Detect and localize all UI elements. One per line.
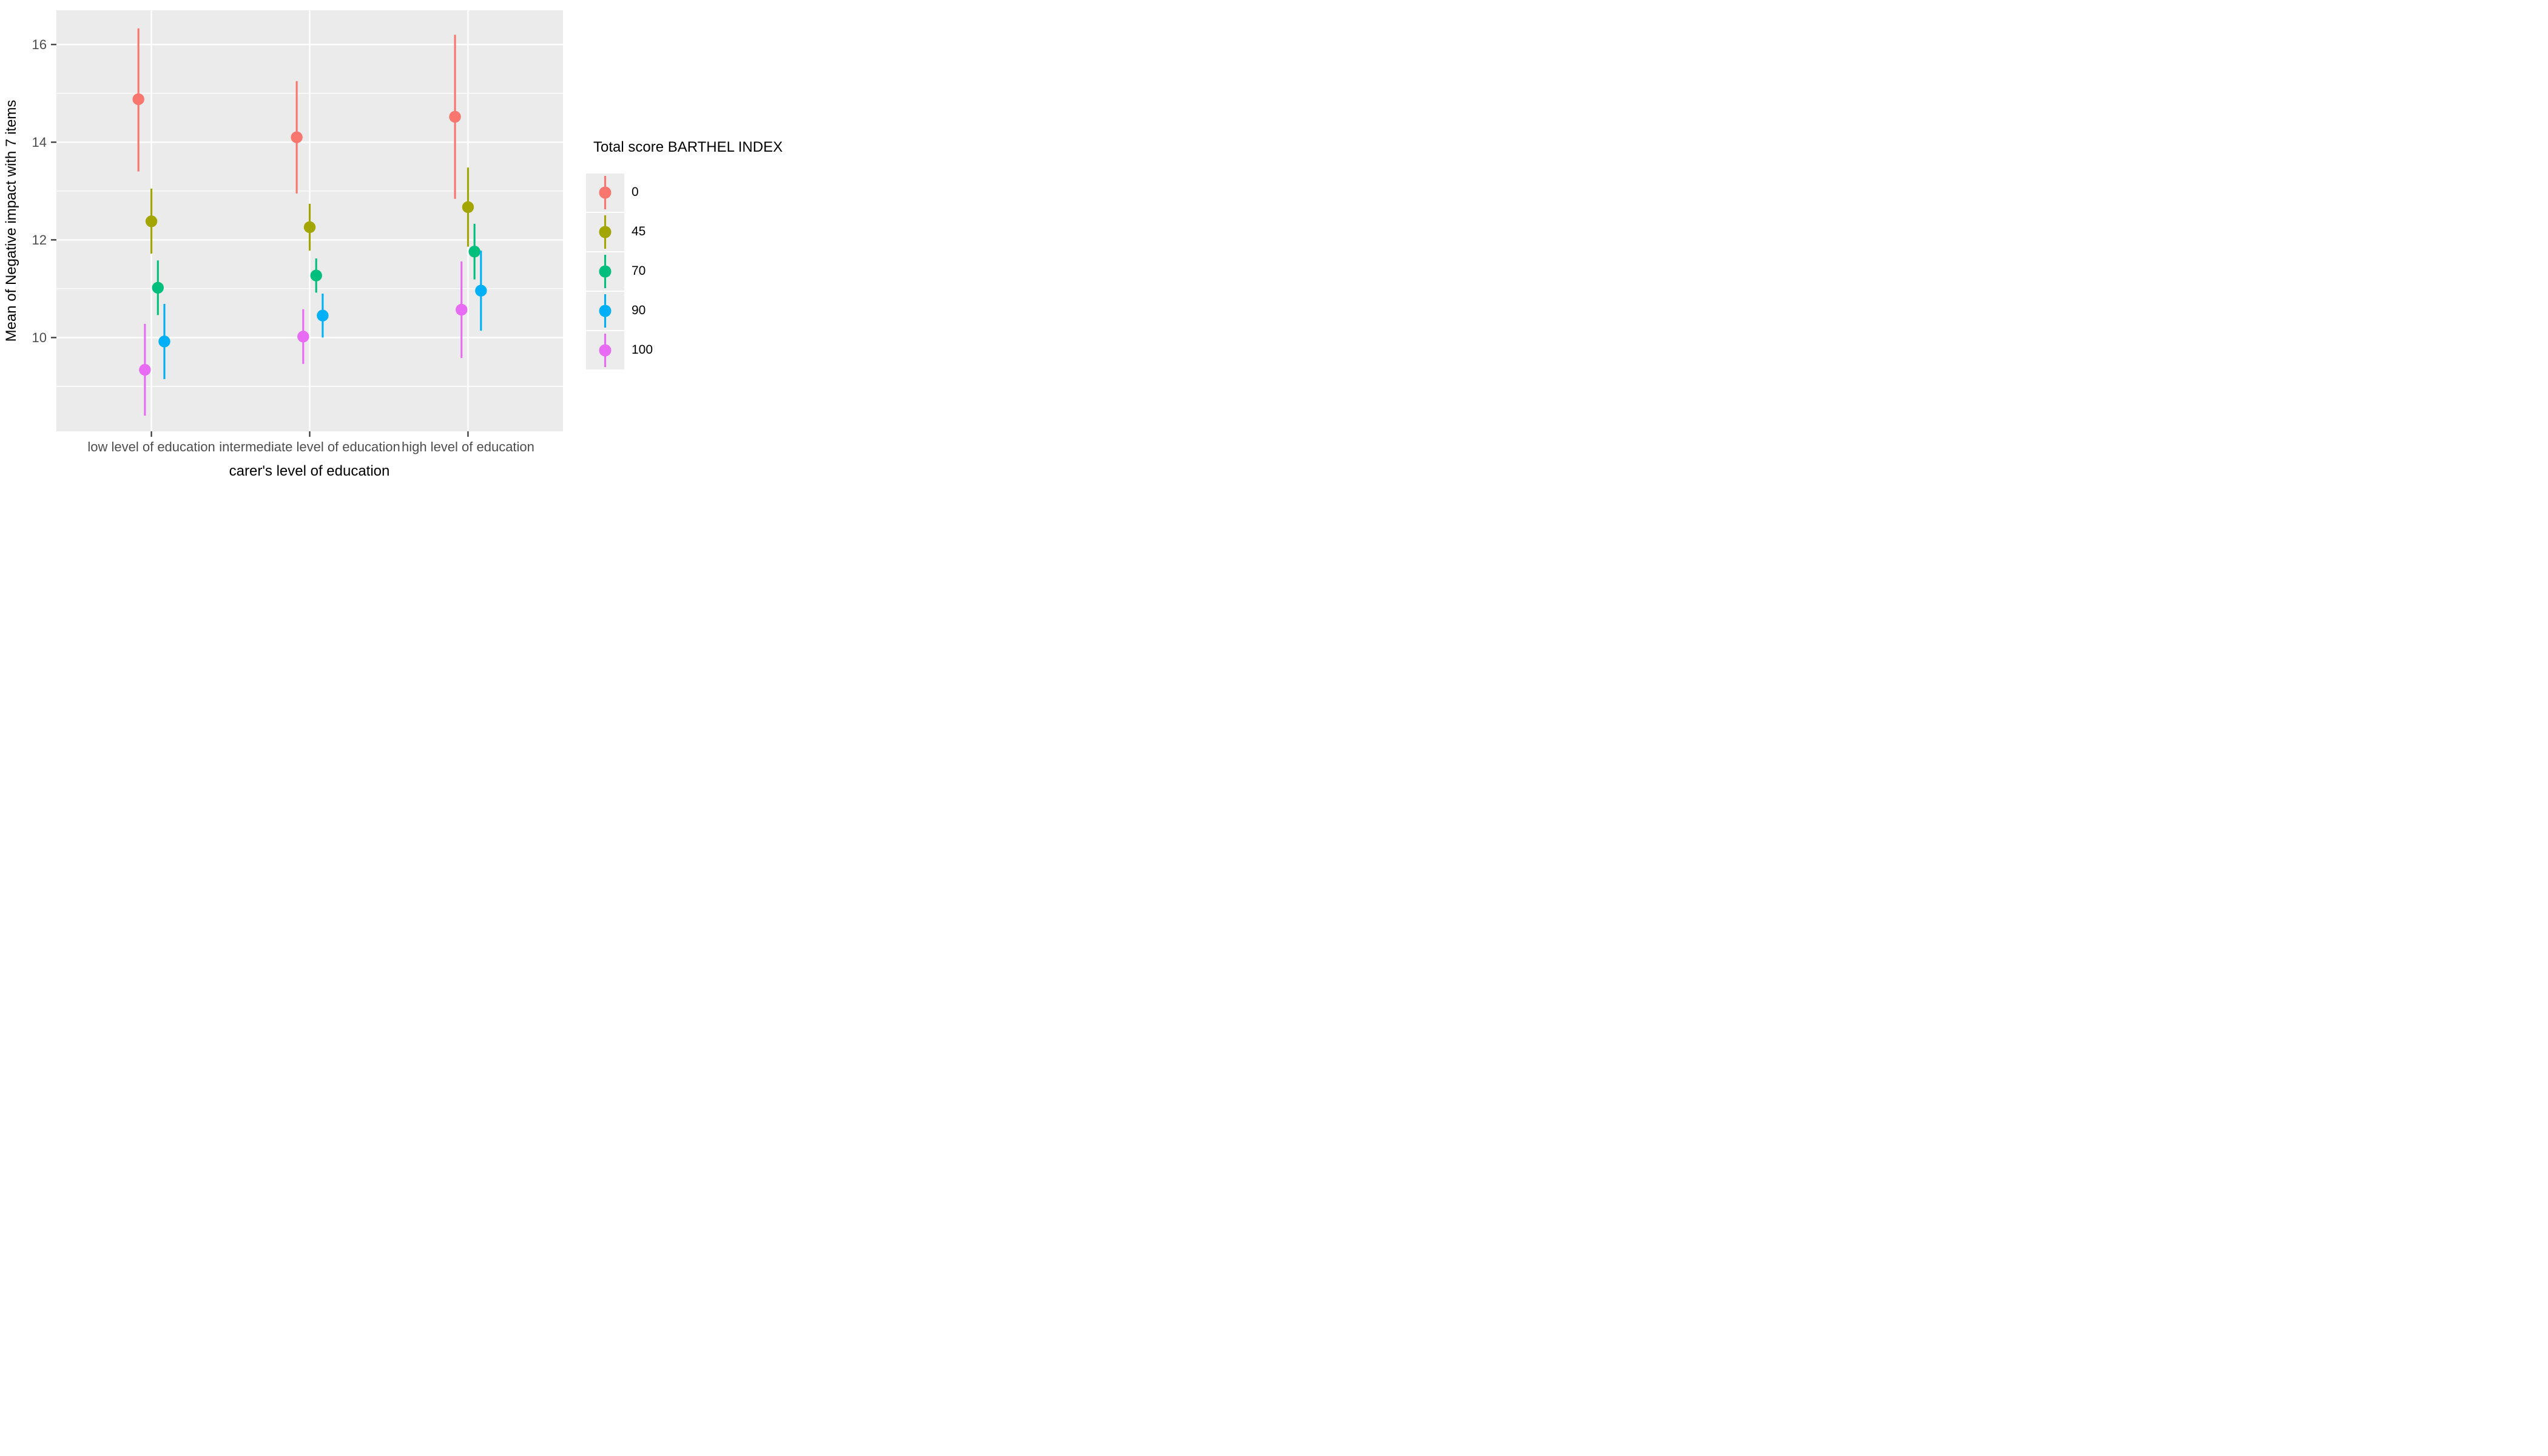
point-100 bbox=[139, 363, 151, 376]
x-tick-label: high level of education bbox=[402, 439, 534, 454]
pointrange-key-icon bbox=[586, 331, 624, 369]
x-tick-label: low level of education bbox=[87, 439, 215, 454]
legend-label: 100 bbox=[632, 343, 653, 357]
legend-key-dot bbox=[599, 265, 612, 277]
pointrange-key-icon bbox=[586, 252, 624, 291]
point-0 bbox=[291, 131, 303, 144]
figure: 16 14 12 10 low level of education intermedia… bbox=[0, 0, 849, 485]
point-90 bbox=[475, 285, 487, 297]
legend-label: 0 bbox=[632, 185, 639, 199]
point-45 bbox=[303, 221, 316, 234]
point-70 bbox=[152, 281, 164, 294]
point-100 bbox=[456, 303, 468, 316]
legend-label: 45 bbox=[632, 224, 646, 238]
legend-key-dot bbox=[599, 305, 612, 317]
legend-key-dot bbox=[599, 186, 612, 198]
y-tick-label: 10 bbox=[32, 330, 47, 345]
legend-entry: 0 bbox=[586, 173, 847, 212]
legend-title: Total score BARTHEL INDEX bbox=[593, 139, 783, 155]
point-70 bbox=[468, 246, 480, 258]
point-100 bbox=[297, 331, 309, 343]
legend-entry: 90 bbox=[586, 291, 847, 330]
legend-key-dot bbox=[599, 226, 612, 238]
x-axis-title: carer's level of education bbox=[229, 463, 390, 479]
legend-label: 70 bbox=[632, 264, 646, 278]
point-90 bbox=[158, 335, 170, 348]
y-tick-label: 14 bbox=[32, 135, 47, 150]
y-tick-label: 12 bbox=[32, 232, 47, 248]
point-0 bbox=[449, 110, 461, 123]
legend-key-dot bbox=[599, 344, 612, 356]
y-tick-label: 16 bbox=[32, 37, 47, 52]
point-45 bbox=[462, 201, 474, 214]
legend-entry: 45 bbox=[586, 212, 847, 251]
pointrange-key-icon bbox=[586, 173, 624, 212]
legend-label: 90 bbox=[632, 303, 646, 317]
point-45 bbox=[145, 215, 158, 228]
pointrange-key-icon bbox=[586, 212, 624, 251]
pointrange-key-icon bbox=[586, 291, 624, 330]
point-70 bbox=[310, 269, 322, 281]
legend: Total score BARTHEL INDEX 0 45 70 90 100 bbox=[586, 138, 847, 370]
chart-canvas: 16 14 12 10 low level of education intermedia… bbox=[32, 10, 563, 454]
y-axis-title: Mean of Negative impact with 7 items bbox=[3, 99, 19, 342]
x-tick-label: intermediate level of education bbox=[219, 439, 400, 454]
point-90 bbox=[317, 309, 329, 322]
point-0 bbox=[132, 93, 144, 106]
legend-entry: 70 bbox=[586, 252, 847, 291]
legend-entry: 100 bbox=[586, 331, 847, 369]
